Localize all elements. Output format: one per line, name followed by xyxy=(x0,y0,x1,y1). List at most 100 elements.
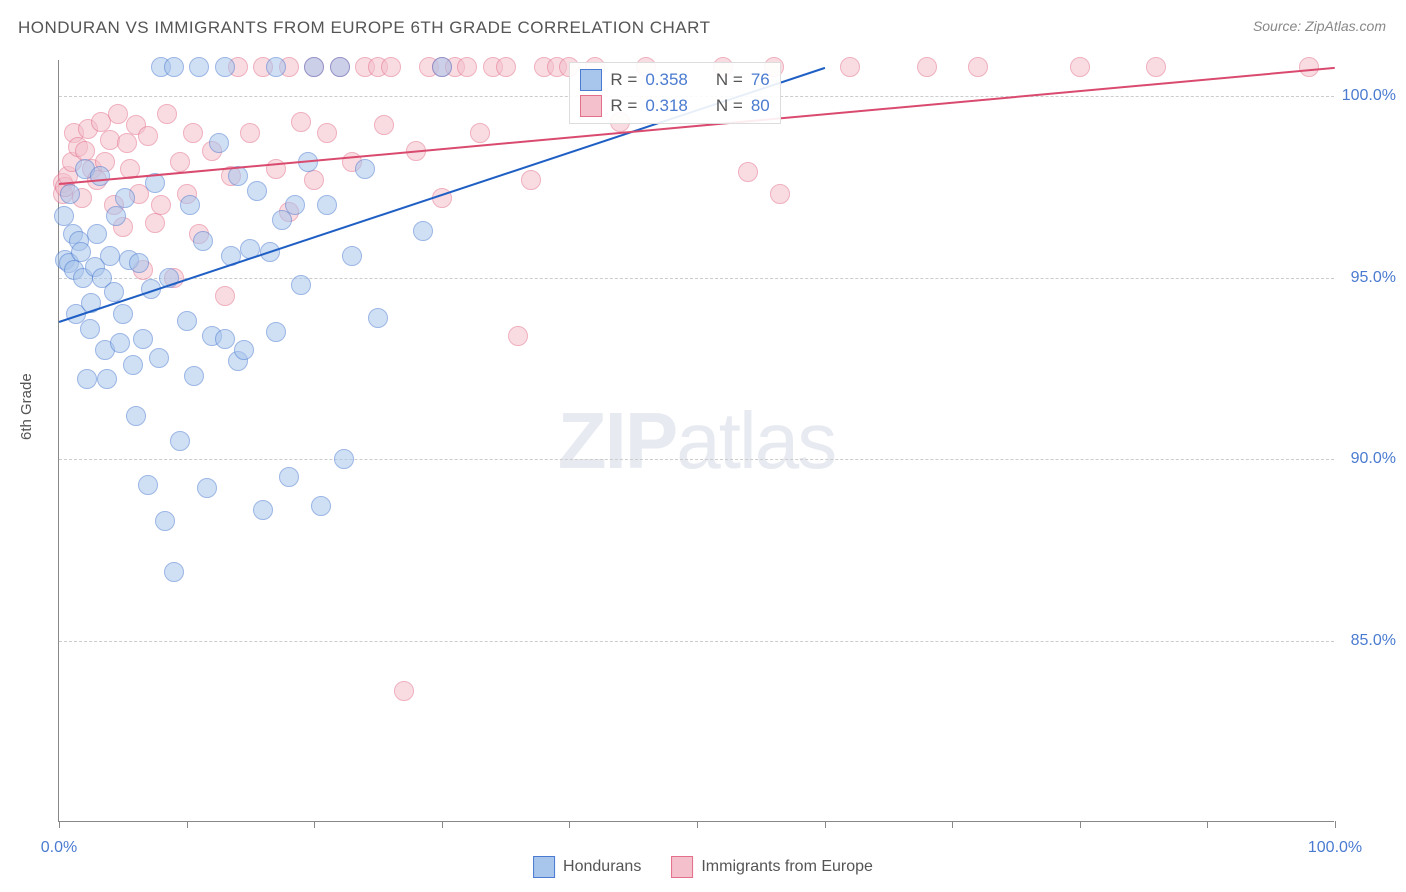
xtick xyxy=(569,821,570,828)
stat-r-value: 0.318 xyxy=(645,96,688,116)
scatter-marker xyxy=(368,308,388,328)
stat-r-label: R = xyxy=(610,70,637,90)
xtick-label: 0.0% xyxy=(41,839,77,857)
stat-r-label: R = xyxy=(610,96,637,116)
scatter-marker xyxy=(209,133,229,153)
scatter-marker xyxy=(285,195,305,215)
scatter-marker xyxy=(317,195,337,215)
xtick xyxy=(952,821,953,828)
gridline xyxy=(59,278,1334,279)
scatter-marker xyxy=(457,57,477,77)
scatter-marker xyxy=(133,329,153,349)
scatter-marker xyxy=(110,333,130,353)
scatter-marker xyxy=(840,57,860,77)
scatter-marker xyxy=(1070,57,1090,77)
scatter-marker xyxy=(508,326,528,346)
watermark: ZIPatlas xyxy=(558,395,835,487)
scatter-marker xyxy=(183,123,203,143)
scatter-marker xyxy=(138,475,158,495)
scatter-marker xyxy=(115,188,135,208)
xtick xyxy=(59,821,60,828)
legend-label: Immigrants from Europe xyxy=(701,858,873,876)
legend-item-europe: Immigrants from Europe xyxy=(671,856,873,878)
scatter-marker xyxy=(234,340,254,360)
legend-swatch-icon xyxy=(533,856,555,878)
scatter-marker xyxy=(126,406,146,426)
scatter-marker xyxy=(170,431,190,451)
scatter-marker xyxy=(432,57,452,77)
scatter-marker xyxy=(117,133,137,153)
scatter-marker xyxy=(164,562,184,582)
scatter-marker xyxy=(1146,57,1166,77)
gridline xyxy=(59,641,1334,642)
scatter-marker xyxy=(87,224,107,244)
xtick-label: 100.0% xyxy=(1308,839,1362,857)
scatter-marker xyxy=(304,57,324,77)
scatter-marker xyxy=(304,170,324,190)
scatter-marker xyxy=(330,57,350,77)
scatter-marker xyxy=(342,246,362,266)
xtick xyxy=(187,821,188,828)
scatter-marker xyxy=(145,213,165,233)
stats-swatch-icon xyxy=(580,69,602,91)
stats-box: R =0.358N =76R =0.318N =80 xyxy=(569,62,780,124)
xtick xyxy=(442,821,443,828)
xtick xyxy=(825,821,826,828)
scatter-marker xyxy=(113,304,133,324)
ytick-label: 100.0% xyxy=(1342,87,1396,105)
scatter-marker xyxy=(155,511,175,531)
scatter-marker xyxy=(184,366,204,386)
scatter-marker xyxy=(311,496,331,516)
scatter-marker xyxy=(177,311,197,331)
scatter-marker xyxy=(151,195,171,215)
scatter-marker xyxy=(291,112,311,132)
stats-swatch-icon xyxy=(580,95,602,117)
scatter-marker xyxy=(90,166,110,186)
stat-n-label: N = xyxy=(716,96,743,116)
scatter-marker xyxy=(470,123,490,143)
scatter-marker xyxy=(215,329,235,349)
scatter-marker xyxy=(123,355,143,375)
scatter-marker xyxy=(149,348,169,368)
scatter-marker xyxy=(334,449,354,469)
scatter-marker xyxy=(170,152,190,172)
scatter-marker xyxy=(77,369,97,389)
scatter-marker xyxy=(738,162,758,182)
scatter-marker xyxy=(80,319,100,339)
ytick-label: 95.0% xyxy=(1351,269,1396,287)
stat-n-label: N = xyxy=(716,70,743,90)
scatter-marker xyxy=(968,57,988,77)
scatter-marker xyxy=(394,681,414,701)
y-axis-label: 6th Grade xyxy=(18,373,35,440)
scatter-marker xyxy=(75,141,95,161)
xtick xyxy=(1207,821,1208,828)
scatter-marker xyxy=(60,184,80,204)
scatter-marker xyxy=(413,221,433,241)
scatter-marker xyxy=(247,181,267,201)
scatter-marker xyxy=(917,57,937,77)
scatter-marker xyxy=(266,57,286,77)
watermark-light: atlas xyxy=(676,396,835,485)
chart-title: HONDURAN VS IMMIGRANTS FROM EUROPE 6TH G… xyxy=(18,18,710,38)
scatter-marker xyxy=(521,170,541,190)
scatter-marker xyxy=(253,500,273,520)
plot-area: ZIPatlas 85.0%90.0%95.0%100.0%0.0%100.0%… xyxy=(58,60,1334,822)
watermark-bold: ZIP xyxy=(558,396,676,485)
scatter-marker xyxy=(189,57,209,77)
scatter-marker xyxy=(197,478,217,498)
stat-n-value: 76 xyxy=(751,70,770,90)
legend-label: Hondurans xyxy=(563,858,641,876)
xtick xyxy=(1335,821,1336,828)
scatter-marker xyxy=(279,467,299,487)
xtick xyxy=(697,821,698,828)
scatter-marker xyxy=(317,123,337,143)
scatter-marker xyxy=(106,206,126,226)
scatter-marker xyxy=(180,195,200,215)
scatter-marker xyxy=(266,322,286,342)
scatter-marker xyxy=(215,57,235,77)
scatter-marker xyxy=(215,286,235,306)
scatter-marker xyxy=(291,275,311,295)
scatter-marker xyxy=(193,231,213,251)
scatter-marker xyxy=(138,126,158,146)
stats-row: R =0.358N =76 xyxy=(580,67,769,93)
